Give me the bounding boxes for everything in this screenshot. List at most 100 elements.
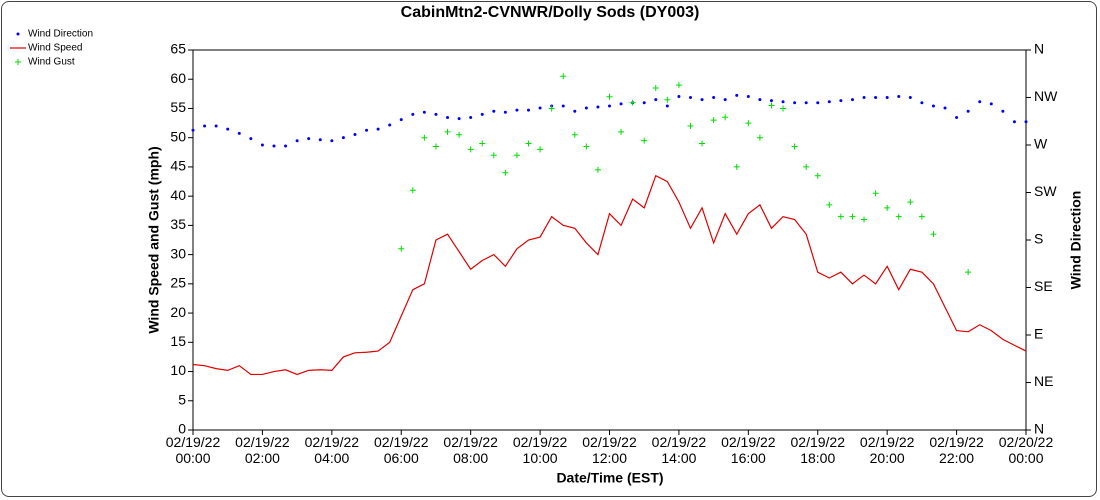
gust-plus — [918, 213, 925, 220]
y-tick-label: 20 — [170, 304, 186, 320]
gust-plus — [560, 73, 567, 80]
y-tick-label: 60 — [170, 70, 186, 86]
gust-plus — [803, 163, 810, 170]
gust-plus — [606, 93, 613, 100]
direction-dot — [226, 127, 230, 131]
direction-dot — [989, 102, 993, 106]
direction-dot — [746, 94, 750, 98]
gust-plus — [895, 213, 902, 220]
direction-dot — [527, 108, 531, 112]
direction-dot — [885, 96, 889, 99]
y-tick-label: 10 — [170, 362, 186, 378]
direction-dot — [978, 100, 982, 104]
direction-dot — [214, 124, 218, 128]
direction-dot — [1012, 120, 1016, 124]
direction-dot — [503, 110, 507, 114]
direction-dot — [908, 96, 912, 99]
direction-dot — [642, 101, 646, 105]
y-tick-label: 65 — [170, 41, 186, 57]
y2-tick-label: N — [1034, 41, 1044, 57]
gust-plus — [583, 143, 590, 150]
x-tick-label: 02/19/22 12:00 — [582, 434, 637, 466]
direction-dot — [330, 139, 334, 143]
direction-dot — [816, 101, 820, 105]
gust-plus — [456, 131, 463, 138]
x-tick-label: 02/19/22 20:00 — [859, 434, 915, 466]
direction-dot — [804, 101, 808, 105]
gust-plus — [421, 134, 428, 141]
y2-tick-label: NE — [1034, 373, 1053, 389]
gust-plus — [699, 140, 706, 147]
gust-plus — [791, 143, 798, 150]
gust-plus — [756, 134, 763, 141]
gust-plus — [837, 213, 844, 220]
direction-dot — [365, 128, 369, 132]
gust-plus — [513, 152, 520, 159]
direction-dot — [619, 102, 623, 106]
x-tick-label: 02/19/22 02:00 — [235, 434, 290, 466]
gust-plus — [479, 140, 486, 147]
legend-swatch — [15, 59, 21, 65]
gust-plus — [537, 146, 544, 153]
gust-plus — [409, 187, 416, 194]
legend-swatch — [16, 32, 20, 36]
direction-dot — [573, 109, 577, 113]
y-tick-label: 0 — [178, 421, 186, 437]
direction-dot — [931, 104, 935, 108]
direction-dot — [191, 128, 195, 132]
gust-plus — [861, 216, 868, 223]
y-tick-label: 35 — [170, 216, 186, 232]
direction-dot — [584, 106, 588, 110]
direction-dot — [955, 116, 959, 120]
direction-dot — [492, 109, 496, 113]
y-tick-label: 40 — [170, 187, 186, 203]
direction-dot — [827, 100, 831, 104]
y-tick-label: 5 — [178, 391, 186, 407]
direction-dot — [376, 127, 380, 131]
gust-plus — [641, 137, 648, 144]
direction-dot — [793, 101, 797, 105]
direction-dot — [469, 116, 473, 120]
legend-label: Wind Gust — [28, 57, 75, 68]
direction-dot — [781, 100, 785, 104]
direction-dot — [295, 139, 299, 143]
direction-dot — [769, 99, 773, 103]
gust-plus — [502, 169, 509, 176]
chart-title: CabinMtn2-CVNWR/Dolly Sods (DY003) — [401, 4, 700, 21]
direction-dot — [422, 110, 426, 114]
x-axis-label: Date/Time (EST) — [556, 470, 663, 486]
gust-plus — [675, 82, 682, 89]
gust-plus — [432, 143, 439, 150]
direction-dot — [1001, 109, 1005, 113]
direction-dot — [966, 109, 970, 113]
gust-plus — [594, 166, 601, 173]
direction-dot — [596, 105, 600, 109]
direction-dot — [538, 106, 542, 110]
y2-tick-label: SW — [1034, 183, 1057, 199]
direction-dot — [434, 112, 438, 116]
direction-dot — [318, 138, 322, 142]
y-tick-label: 50 — [170, 128, 186, 144]
y-tick-label: 45 — [170, 158, 186, 174]
gust-plus — [467, 146, 474, 153]
gust-plus — [780, 105, 787, 112]
x-tick-label: 02/19/22 04:00 — [304, 434, 360, 466]
gust-plus — [965, 269, 972, 276]
x-tick-label: 02/19/22 22:00 — [929, 434, 984, 466]
y2-tick-label: S — [1034, 231, 1043, 247]
direction-dot — [862, 96, 866, 99]
direction-dot — [480, 112, 484, 116]
x-tick-label: 02/19/22 08:00 — [443, 434, 498, 466]
gust-plus — [826, 201, 833, 208]
direction-dot — [237, 131, 241, 135]
direction-dot — [688, 96, 692, 99]
y2-axis-label: Wind Direction — [1068, 191, 1084, 290]
direction-dot — [388, 123, 392, 127]
direction-dot — [735, 93, 739, 97]
gust-plus — [490, 152, 497, 159]
y-axis-label: Wind Speed and Gust (mph) — [146, 146, 162, 333]
gust-plus — [525, 140, 532, 147]
x-tick-label: 02/19/22 14:00 — [651, 434, 707, 466]
